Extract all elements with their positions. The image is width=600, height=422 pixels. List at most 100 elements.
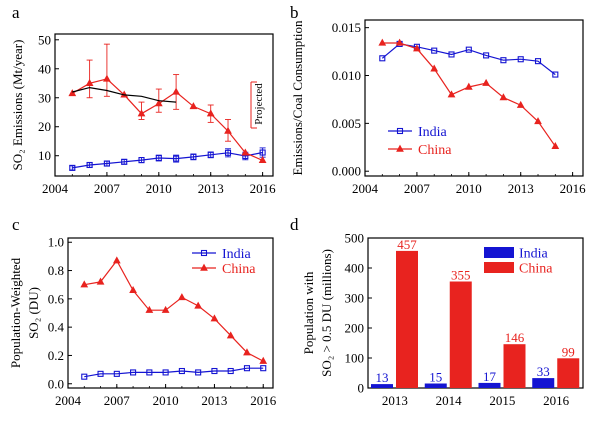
panel-d-ylabel-line1: Population with	[301, 271, 316, 354]
a-china-point	[224, 126, 232, 134]
c-india-point	[195, 369, 202, 376]
d-xtick-label: 2016	[543, 393, 570, 408]
b-india-point	[465, 46, 472, 53]
a-china-point	[172, 87, 180, 95]
c-china-point	[178, 293, 186, 301]
c-india-point	[113, 370, 120, 377]
panel-label-d: d	[290, 215, 299, 234]
b-china-point	[482, 78, 490, 86]
d-ytick-label: 500	[345, 231, 365, 246]
d-bar-label-china: 457	[397, 237, 417, 252]
c-india-point	[97, 370, 104, 377]
b-xtick-label: 2010	[456, 181, 482, 196]
b-india-point	[552, 71, 559, 78]
panel-c-ylabel-line1: Population-Weighted	[8, 257, 23, 368]
d-bar-india	[371, 384, 393, 388]
a-china-line	[71, 78, 263, 161]
b-india-point	[431, 47, 438, 54]
c-india-point	[146, 369, 153, 376]
d-bar-label-india: 13	[376, 370, 389, 385]
d-legend-swatch-india	[484, 247, 514, 258]
b-china-point	[534, 117, 542, 125]
a-india-point	[259, 149, 266, 156]
c-china-point	[226, 331, 235, 339]
c-china-point	[210, 314, 219, 322]
b-india-point	[483, 52, 490, 59]
a-ytick-label: 50	[38, 32, 51, 47]
d-bar-india	[532, 378, 555, 388]
panel-a: a 2004 2007 2010 2013 2016 10 20 30 40 50 SO₂ Emi…	[10, 3, 276, 196]
b-china-point	[413, 44, 421, 52]
panel-a-ylabel: SO₂ Emissions (Mt/year)	[10, 40, 25, 171]
d-legend-label-india: India	[519, 247, 549, 262]
d-bar-india	[478, 382, 501, 388]
panel-b-ylabel: Emissions/Coal Consumption	[290, 20, 305, 175]
a-xtick-label: 2013	[198, 181, 224, 196]
panel-d-frame	[367, 237, 584, 389]
c-xtick-label: 2007	[104, 393, 131, 408]
projected-bracket	[250, 81, 257, 129]
a-china-point	[189, 102, 198, 110]
d-bar-china	[557, 358, 580, 388]
b-legend-label-china: China	[418, 143, 452, 158]
d-ytick-label: 0	[358, 381, 365, 396]
b-china-point	[395, 38, 404, 46]
c-china-point	[96, 277, 105, 285]
panel-label-b: b	[290, 3, 299, 22]
a-china-point	[206, 109, 215, 117]
c-india-point	[178, 367, 185, 375]
a-ytick-label: 30	[38, 90, 51, 105]
panel-a-frame	[54, 33, 274, 177]
a-india-point	[224, 149, 232, 156]
panel-label-a: a	[12, 3, 20, 22]
a-china-point	[85, 78, 94, 86]
projected-annotation: Projected	[253, 83, 265, 125]
a-xtick-label: 2016	[250, 181, 277, 196]
a-india-point	[69, 164, 76, 171]
d-bar-china	[449, 281, 472, 388]
a-india-point	[138, 157, 145, 164]
b-xtick-label: 2007	[404, 181, 431, 196]
a-india-point	[155, 154, 162, 162]
d-bar-label-india: 33	[537, 364, 550, 379]
b-china-point	[551, 142, 560, 150]
c-india-point	[162, 369, 169, 376]
a-india-point	[207, 151, 214, 158]
c-ytick-label: 0.2	[48, 348, 64, 363]
c-legend-label-china: China	[222, 262, 256, 277]
panel-c: c 2004 2007 2010 2013 2016 0.0 0.2 0.4 0.6 0.8 1.0…	[8, 215, 277, 408]
b-legend-label-india: India	[418, 125, 448, 140]
d-xtick-label: 2014	[436, 393, 463, 408]
d-bar-label-china: 99	[562, 344, 575, 359]
c-legend-marker-india	[200, 249, 208, 257]
d-ytick-label: 300	[345, 291, 365, 306]
b-xtick-label: 2004	[352, 181, 379, 196]
c-xtick-label: 2004	[55, 393, 82, 408]
b-china-point	[516, 100, 525, 108]
b-india-point	[500, 57, 507, 64]
a-xtick-label: 2007	[94, 181, 121, 196]
a-india-point	[190, 153, 197, 160]
a-india-point	[86, 161, 93, 169]
b-china-point	[464, 82, 473, 90]
c-china-point	[194, 301, 203, 309]
c-china-point	[161, 305, 170, 313]
c-india-point	[211, 367, 218, 375]
c-ytick-label: 0.4	[48, 320, 65, 335]
panel-c-ylabel-line2: SO₂ (DU)	[26, 287, 41, 339]
c-xtick-label: 2010	[153, 393, 179, 408]
b-india-point	[517, 56, 524, 63]
a-china-point	[258, 156, 267, 164]
panel-b-frame	[364, 19, 584, 177]
d-bar-china	[503, 344, 526, 388]
c-china-point	[112, 256, 121, 264]
a-ytick-label: 10	[38, 148, 51, 163]
b-ytick-label: 0.010	[332, 68, 361, 83]
a-reference-line	[72, 86, 177, 103]
c-india-point	[227, 367, 234, 375]
panel-label-c: c	[12, 215, 20, 234]
c-china-point	[80, 280, 89, 288]
a-ytick-label: 40	[38, 61, 51, 76]
panel-b: b 2004 2007 2010 2013 2016 0.000 0.005 0.010 0.0…	[290, 3, 586, 196]
